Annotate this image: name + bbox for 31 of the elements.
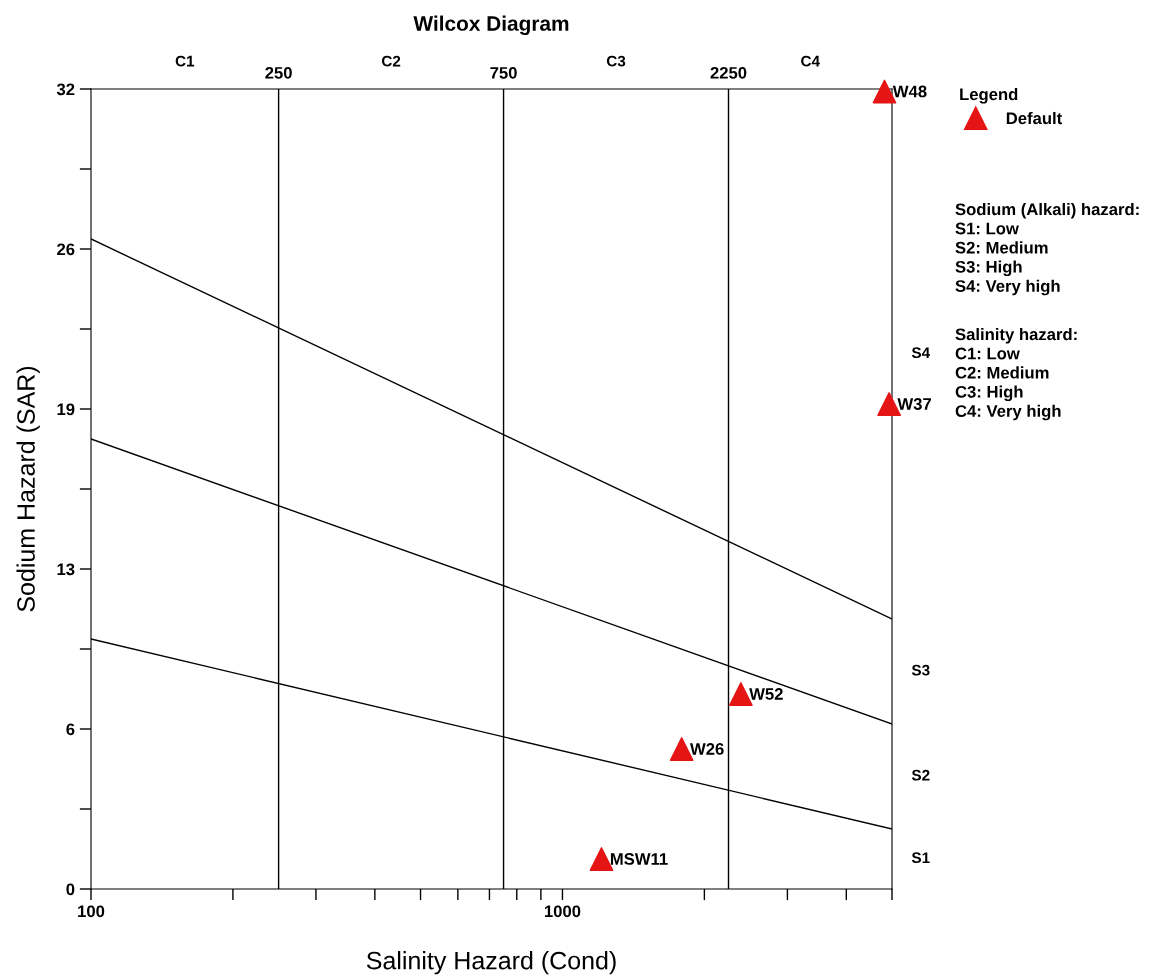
y-tick-label: 32 bbox=[56, 83, 75, 96]
y-tick-label: 0 bbox=[66, 883, 75, 896]
ref-line-label: 750 bbox=[490, 66, 517, 79]
annotation: W26 bbox=[690, 743, 724, 755]
annotation: W37 bbox=[897, 398, 931, 410]
annotation: MSW11 bbox=[610, 853, 668, 865]
text: C3 bbox=[606, 55, 626, 67]
y-tick-label: 26 bbox=[57, 243, 75, 256]
text: Sodium (Alkali) hazard: S1: Low S2: Medium S3: High S4: Very high bbox=[955, 203, 1139, 296]
ref-line-label: 2250 bbox=[710, 66, 747, 79]
text: C1 bbox=[175, 55, 195, 67]
annotation: W52 bbox=[749, 688, 783, 700]
text: S3 bbox=[911, 664, 930, 676]
legend-title: Legend bbox=[960, 88, 1018, 104]
y-tick-label: 19 bbox=[57, 403, 75, 416]
ref-line-label: 250 bbox=[265, 66, 292, 79]
x-tick-label: 100 bbox=[78, 905, 105, 918]
text: C4 bbox=[801, 55, 820, 67]
text: S2 bbox=[911, 769, 930, 781]
y-tick-label: 6 bbox=[66, 723, 75, 736]
x-axis-title: Salinity Hazard (Cond) bbox=[366, 951, 616, 975]
x-tick-label: 1000 bbox=[544, 905, 581, 918]
legend-label: Default bbox=[1006, 111, 1063, 125]
annotation: W48 bbox=[892, 85, 927, 98]
y-tick-label: 13 bbox=[57, 563, 75, 576]
text: S4 bbox=[911, 347, 931, 359]
y-axis-title: Sodium Hazard (SAR) bbox=[16, 366, 40, 612]
text: Salinity hazard: C1: Low C2: Medium C3: High C4: Very high bbox=[955, 328, 1077, 421]
text: C2 bbox=[381, 55, 401, 67]
chart-title: Wilcox Diagram bbox=[413, 15, 569, 36]
text: S1 bbox=[911, 852, 930, 864]
